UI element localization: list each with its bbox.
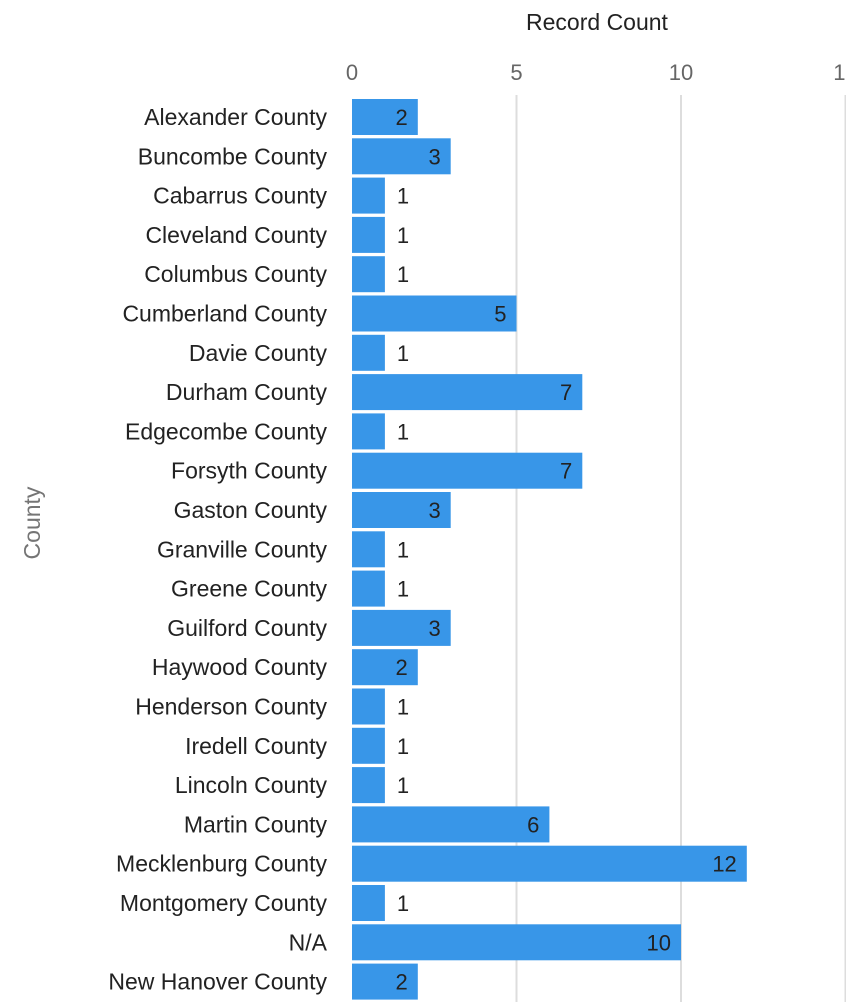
bar: [352, 99, 418, 135]
bars: [352, 99, 747, 1000]
category-label: Montgomery County: [120, 890, 328, 916]
data-label: 3: [428, 498, 440, 523]
category-label: Guilford County: [167, 615, 327, 641]
category-label: Granville County: [157, 536, 328, 562]
bar: [352, 295, 517, 332]
bar: [352, 649, 418, 686]
x-axis-title: Record Count: [526, 9, 669, 35]
data-label: 5: [494, 302, 506, 327]
bar: [352, 138, 451, 175]
data-label: 1: [397, 891, 409, 916]
category-label: Buncombe County: [138, 143, 328, 169]
bar: [352, 727, 385, 764]
category-label: Edgecombe County: [125, 418, 328, 444]
x-axis-ticks: 0 5 10 15: [346, 60, 846, 85]
data-label: 1: [397, 223, 409, 248]
data-label: 1: [397, 184, 409, 209]
data-label: 1: [397, 262, 409, 287]
category-label: Haywood County: [152, 654, 328, 680]
x-tick-label: 5: [510, 60, 522, 85]
category-label: N/A: [289, 929, 328, 955]
data-label: 1: [397, 695, 409, 720]
data-label: 1: [397, 419, 409, 444]
bar: [352, 452, 583, 489]
category-label: Martin County: [184, 811, 328, 837]
data-label: 1: [397, 577, 409, 602]
category-label: New Hanover County: [108, 969, 327, 995]
category-label: Cleveland County: [145, 222, 327, 248]
bar: [352, 531, 385, 568]
category-label: Columbus County: [144, 261, 327, 287]
bar: [352, 767, 385, 804]
data-label: 1: [397, 537, 409, 562]
bar: [352, 924, 681, 961]
bar: [352, 334, 385, 371]
category-label: Alexander County: [144, 104, 327, 130]
y-axis-title: County: [19, 486, 45, 559]
data-label: 6: [527, 812, 539, 837]
bar: [352, 492, 451, 528]
category-label: Cumberland County: [122, 301, 327, 327]
x-tick-label: 15: [833, 60, 846, 85]
bar: [352, 688, 385, 725]
data-label: 12: [712, 852, 736, 877]
category-label: Lincoln County: [175, 772, 328, 798]
category-label: Davie County: [189, 340, 328, 366]
category-label: Henderson County: [135, 694, 327, 720]
bar: [352, 806, 550, 843]
x-tick-label: 10: [669, 60, 693, 85]
x-tick-label: 0: [346, 60, 358, 85]
bar: [352, 256, 385, 293]
category-label: Mecklenburg County: [116, 851, 327, 877]
category-label: Iredell County: [185, 733, 327, 759]
data-label: 1: [397, 773, 409, 798]
bar: [352, 177, 385, 214]
bar: [352, 885, 385, 921]
data-label: 1: [397, 734, 409, 759]
bar: [352, 374, 583, 411]
data-label: 1: [397, 341, 409, 366]
data-label: 2: [396, 970, 408, 995]
data-label: 10: [647, 930, 671, 955]
category-label: Cabarrus County: [153, 183, 327, 209]
bar: [352, 413, 385, 450]
bar: [352, 845, 747, 882]
bar: [352, 216, 385, 253]
category-label: Gaston County: [174, 497, 328, 523]
data-label: 3: [428, 616, 440, 641]
data-label: 3: [428, 144, 440, 169]
bar: [352, 609, 451, 646]
category-labels: Alexander County Buncombe County Cabarrus …: [108, 104, 327, 995]
category-label: Greene County: [171, 576, 327, 602]
data-label: 2: [396, 655, 408, 680]
data-label: 7: [560, 459, 572, 484]
category-label: Forsyth County: [171, 458, 327, 484]
bar: [352, 570, 385, 607]
category-label: Durham County: [166, 379, 328, 405]
data-label: 7: [560, 380, 572, 405]
bar: [352, 963, 418, 1000]
data-label: 2: [396, 105, 408, 130]
